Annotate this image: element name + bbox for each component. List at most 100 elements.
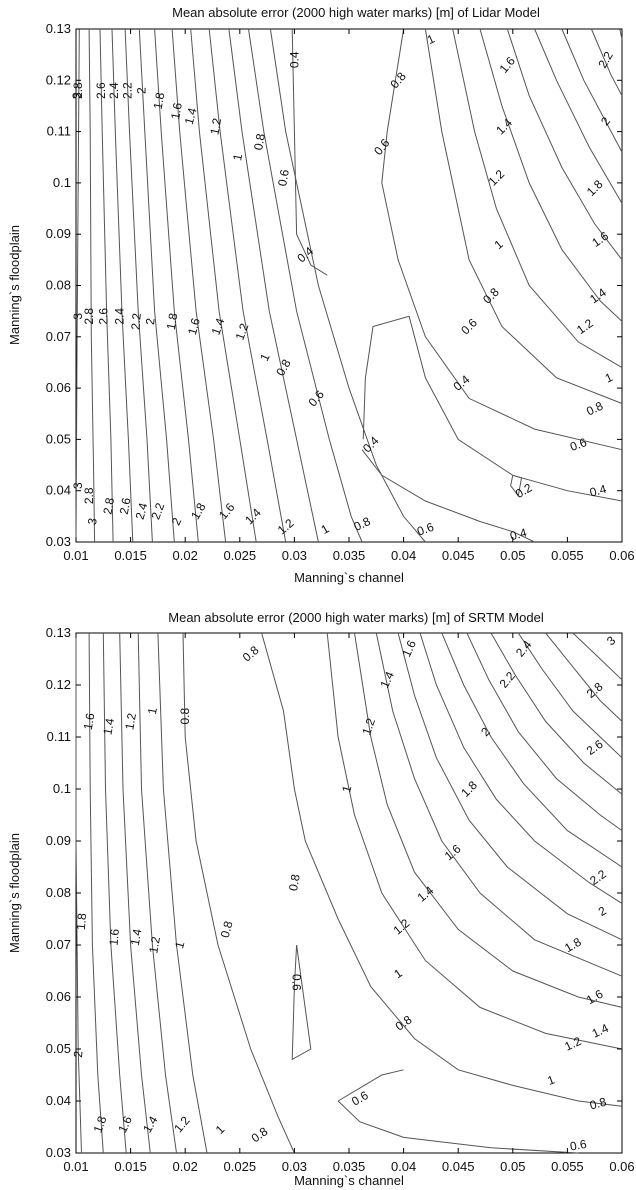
plot-area <box>75 28 623 543</box>
contour-label: 3 <box>70 92 84 99</box>
contour-line-1.6 <box>102 632 127 1154</box>
contour-label: 2.4 <box>113 308 127 325</box>
x-tick-label: 0.02 <box>173 548 198 563</box>
x-tick-label: 0.025 <box>224 1159 257 1174</box>
contour-line-1.6 <box>397 632 623 941</box>
contour-line-0.4 <box>291 28 328 276</box>
x-tick-label: 0.045 <box>442 1159 475 1174</box>
x-tick-label: 0.06 <box>609 548 634 563</box>
y-axis-label: Manning`s floodplain <box>7 833 22 953</box>
contour-line-1 <box>452 28 623 369</box>
contour-label: 2 <box>71 1050 86 1058</box>
y-tick-label: 0.1 <box>53 781 71 796</box>
y-tick-label: 0.06 <box>46 989 71 1004</box>
contour-label: 2.2 <box>128 312 143 330</box>
contour-line-2.2 <box>466 632 623 832</box>
x-tick-label: 0.05 <box>500 1159 525 1174</box>
contour-line-2.6 <box>517 632 623 759</box>
y-tick-label: 0.12 <box>46 72 71 87</box>
contour-line-2 <box>590 28 623 96</box>
contour-line-2.4 <box>490 632 623 795</box>
x-tick-label: 0.025 <box>224 548 257 563</box>
contour-line-0.8 <box>248 28 363 543</box>
contour-label: 0.8 <box>588 1095 608 1113</box>
x-tick-label: 0.04 <box>391 1159 416 1174</box>
contour-label: 2 <box>135 87 149 94</box>
contour-label: 0.8 <box>218 919 236 939</box>
contour-label: 1.2 <box>359 716 378 737</box>
contour-line-1.8 <box>154 28 199 543</box>
contour-label: 1.2 <box>146 935 163 954</box>
contour-label: 1.4 <box>128 927 145 946</box>
y-axis-label: Manning`s floodplain <box>7 225 22 345</box>
chart-title: Mean absolute error (2000 high water mar… <box>172 5 540 20</box>
contour-label: 2.2 <box>120 82 134 99</box>
contour-line-1 <box>228 28 319 543</box>
x-axis-label: Manning`s channel <box>294 570 404 585</box>
axis-ticks: 0.01 0.015 0.02 0.025 0.03 0.035 0.04 0.045 0.05… <box>46 21 635 563</box>
contour-label: 1 <box>545 1072 556 1088</box>
contour-label: 1.8 <box>164 312 181 331</box>
contour-line-1.6 <box>171 28 227 543</box>
contour-line-1.2 <box>479 28 623 322</box>
contour-line-2.4 <box>111 28 134 543</box>
contour-line-0.6 <box>337 1069 404 1102</box>
contour-label: 1.8 <box>91 1114 110 1135</box>
y-tick-label: 0.11 <box>47 729 71 744</box>
contour-label: 0.8 <box>286 873 303 892</box>
contour-label: 1.2 <box>122 712 139 731</box>
contour-label: 0.8 <box>178 708 192 725</box>
y-tick-label: 0.13 <box>46 21 71 36</box>
y-tick-label: 0.09 <box>46 833 71 848</box>
contour-label: 0.6 <box>415 520 436 539</box>
contour-line-1.4 <box>375 632 623 977</box>
x-tick-label: 0.055 <box>551 548 584 563</box>
contour-line-1.2 <box>208 28 287 543</box>
contour-line-0.2 <box>510 474 523 498</box>
lidar-contour-chart: Mean absolute error (2000 high water mar… <box>7 5 635 585</box>
contour-label: 2.4 <box>107 82 121 99</box>
contour-line-1 <box>157 632 208 1154</box>
contour-label: 3 <box>85 517 100 526</box>
x-tick-label: 0.02 <box>173 1159 198 1174</box>
x-tick-label: 0.035 <box>333 1159 366 1174</box>
contour-label: 1 <box>230 152 245 161</box>
contour-line-1.8 <box>561 28 623 153</box>
contour-line-1.8 <box>419 632 623 904</box>
contour-label: 1.4 <box>100 717 117 736</box>
contour-label: 1.6 <box>168 101 185 120</box>
y-tick-label: 0.05 <box>46 431 71 446</box>
contour-line-1.6 <box>534 28 623 204</box>
contour-label: 1.6 <box>81 712 98 731</box>
x-tick-label: 0.03 <box>282 548 307 563</box>
contour-label: 3 <box>71 482 85 489</box>
contour-line-2 <box>138 28 175 543</box>
contour-label: 1.6 <box>115 1114 135 1135</box>
srtm-contour-chart: Mean absolute error (2000 high water mar… <box>7 610 635 1188</box>
y-tick-label: 0.12 <box>46 677 71 692</box>
contour-line-0.8 <box>182 632 295 1154</box>
contour-label: 1.8 <box>151 91 168 110</box>
contour-label: 0.6 <box>569 1137 588 1154</box>
contour-line-0.8 <box>424 28 623 404</box>
contour-line-2.2 <box>619 28 623 40</box>
contour-label: 0.8 <box>584 399 605 419</box>
contour-label: 2.2 <box>148 501 167 522</box>
contour-line-3 <box>572 632 623 681</box>
contour-line-0.4 <box>362 315 623 502</box>
contour-label: 0.4 <box>508 525 528 543</box>
y-tick-label: 0.06 <box>46 380 71 395</box>
y-tick-label: 0.1 <box>53 175 71 190</box>
contour-label: 2.8 <box>100 496 117 515</box>
contour-line-0.8 <box>261 632 623 1107</box>
contour-label: 0.8 <box>251 132 268 151</box>
contour-label: 1.6 <box>399 638 419 659</box>
axis-ticks: 0.01 0.015 0.02 0.025 0.03 0.035 0.04 0.045 0.05… <box>46 625 635 1174</box>
contour-label: 2.6 <box>96 308 110 325</box>
x-tick-label: 0.045 <box>442 548 475 563</box>
contour-line-0.6 <box>337 1100 579 1154</box>
x-tick-label: 0.01 <box>63 548 88 563</box>
y-tick-label: 0.08 <box>46 885 71 900</box>
contour-label: 1.2 <box>233 321 252 342</box>
y-tick-label: 0.09 <box>46 226 71 241</box>
